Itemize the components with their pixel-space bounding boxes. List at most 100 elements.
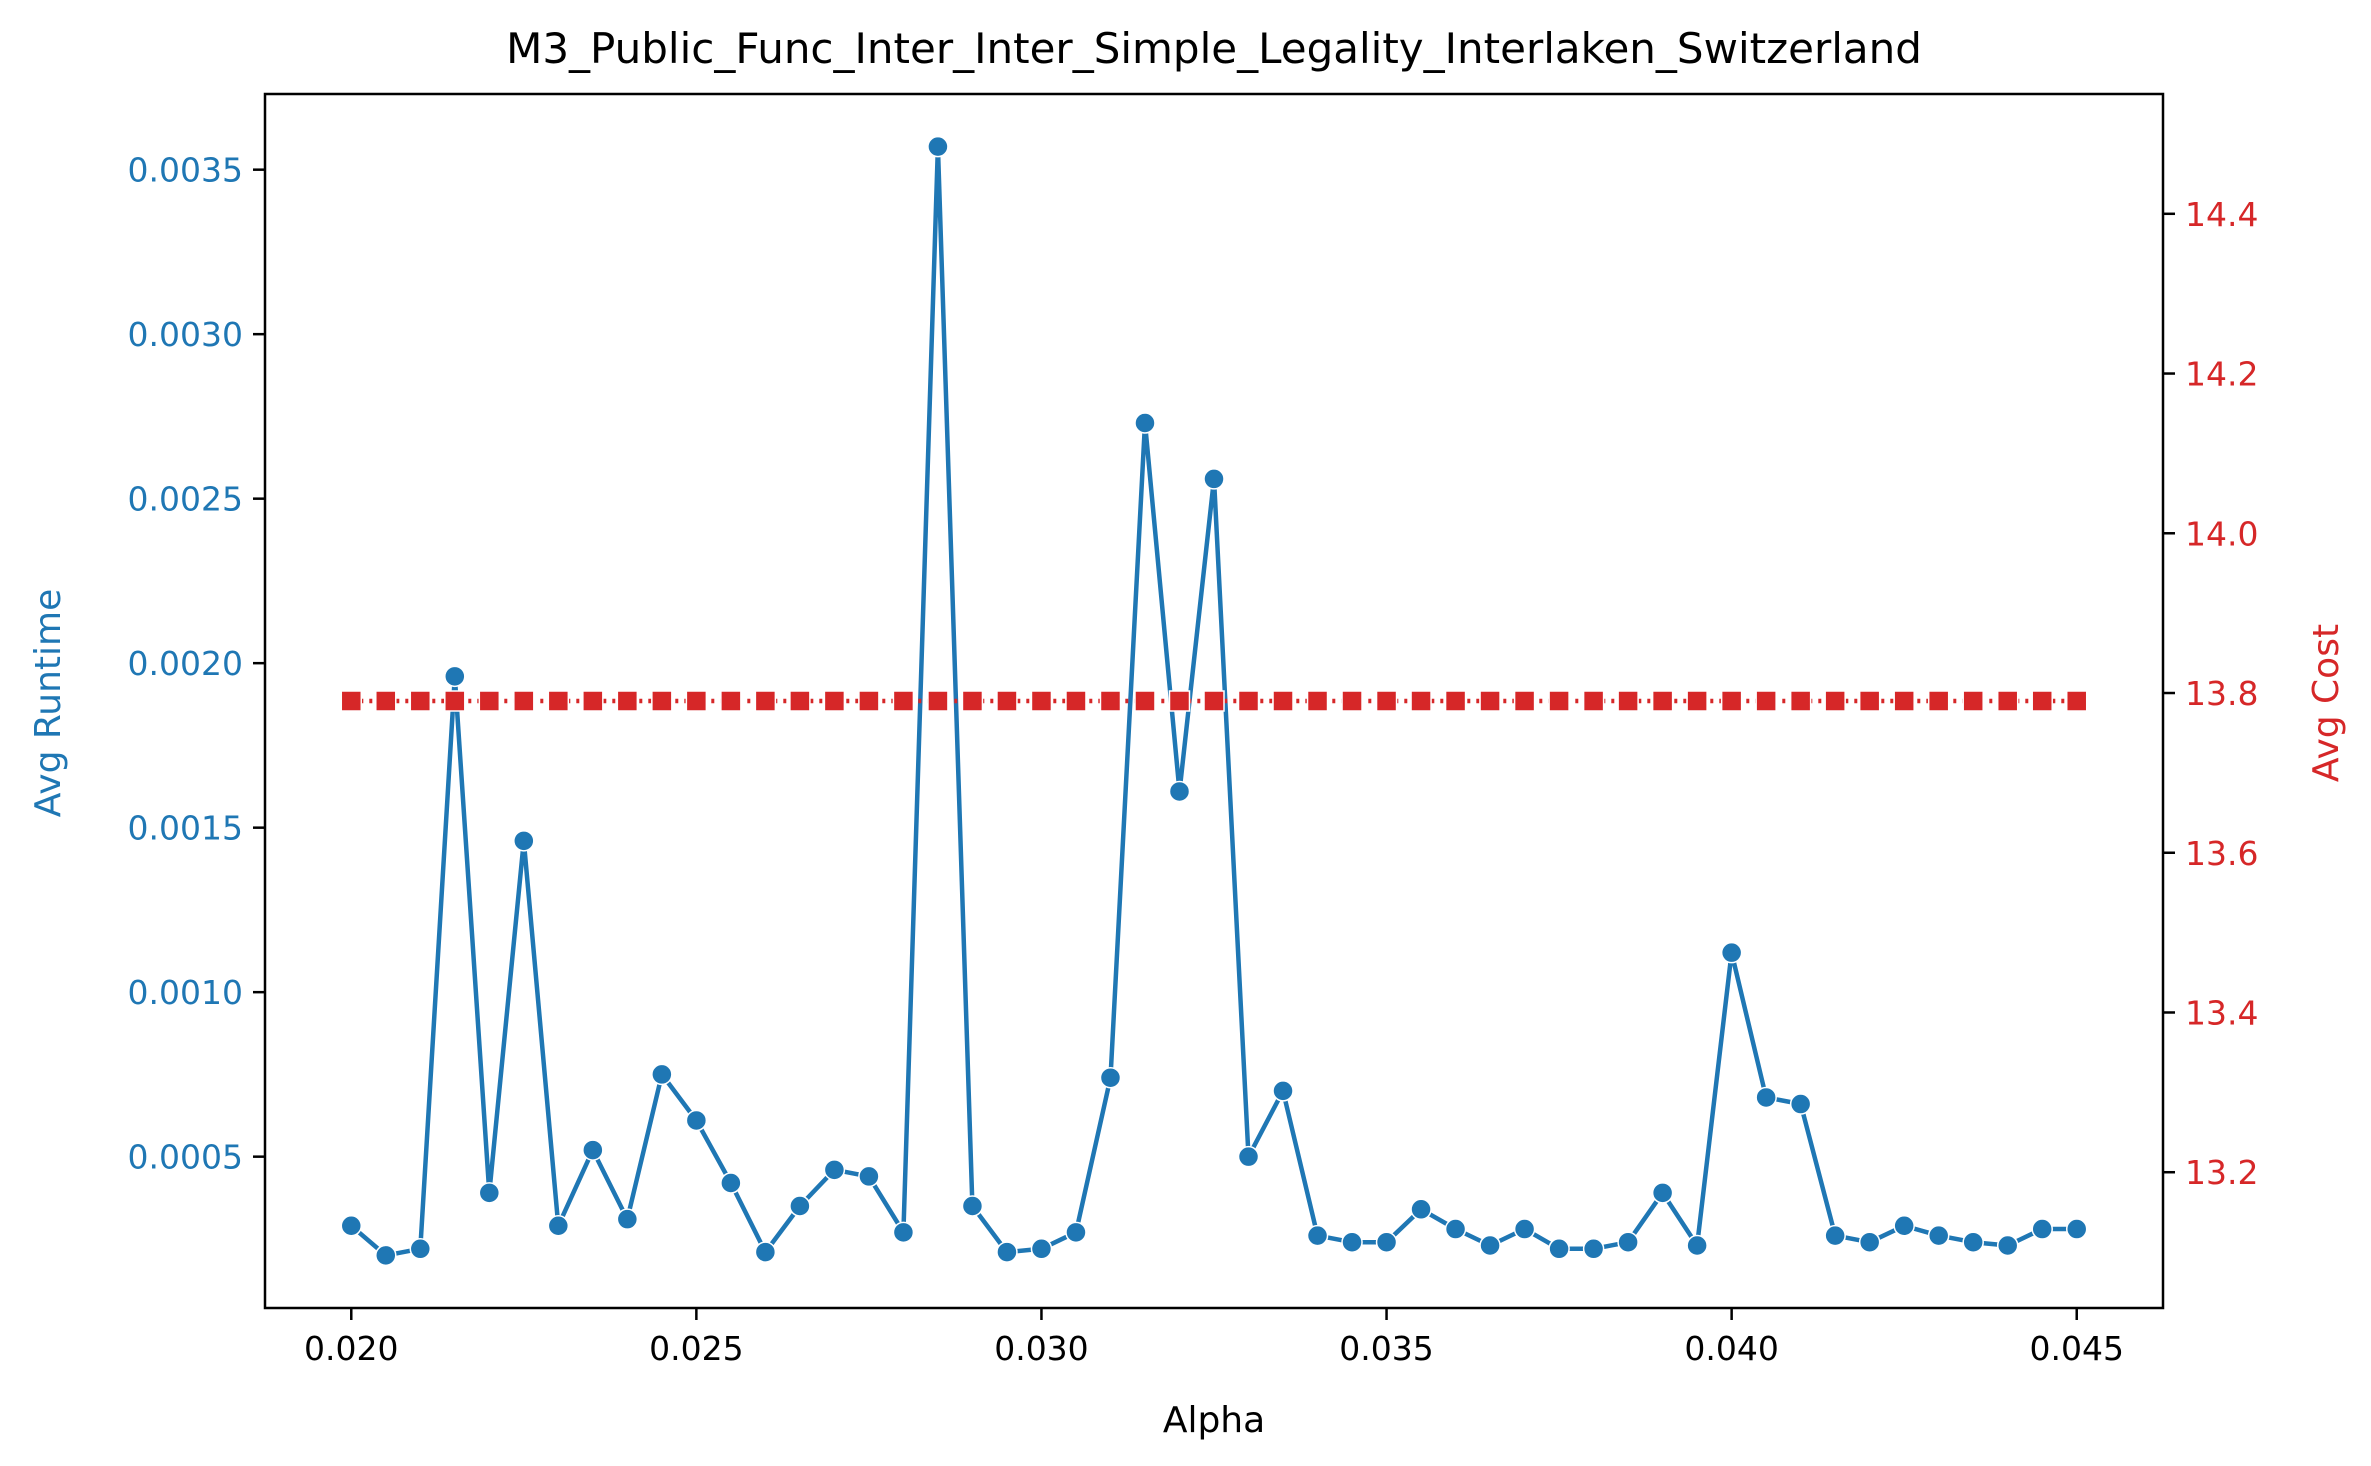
cost-point (409, 690, 432, 712)
right-y-tick-label: 13.8 (2185, 674, 2258, 713)
runtime-point (1444, 1218, 1467, 1240)
x-axis-label: Alpha (1163, 1400, 1265, 1441)
runtime-point (340, 1215, 363, 1237)
runtime-point (513, 830, 535, 852)
runtime-series (340, 135, 2088, 1267)
cost-point (1375, 690, 1398, 712)
right-y-tick-label: 13.6 (2185, 834, 2258, 873)
runtime-point (1686, 1234, 1708, 1257)
runtime-point (1548, 1238, 1570, 1260)
runtime-point (754, 1241, 777, 1263)
cost-point (1513, 690, 1536, 712)
runtime-point (1030, 1238, 1053, 1260)
runtime-point (685, 1109, 708, 1132)
cost-point (823, 690, 846, 712)
cost-point (478, 690, 501, 712)
chart-title: M3_Public_Func_Inter_Inter_Simple_Legali… (506, 24, 1922, 73)
cost-point (1134, 690, 1156, 712)
x-tick-label: 0.045 (2029, 1329, 2123, 1368)
runtime-point (2031, 1218, 2053, 1240)
x-tick-label: 0.020 (304, 1329, 398, 1368)
cost-point (1755, 690, 1777, 712)
cost-point (1341, 690, 1363, 712)
runtime-point (409, 1238, 432, 1260)
axes: 0.020 0.025 0.030 0.035 0.040 0.045 0.0005 0.00… (128, 92, 2258, 1368)
runtime-point (1168, 780, 1191, 803)
cost-point (1789, 690, 1812, 712)
runtime-point (1272, 1080, 1294, 1102)
cost-point (1030, 690, 1053, 712)
cost-point (1306, 690, 1329, 712)
cost-point (1272, 690, 1294, 712)
runtime-point (927, 135, 949, 158)
cost-point (340, 690, 363, 712)
left-y-axis-label: Avg Runtime (28, 589, 69, 817)
runtime-point (1755, 1086, 1777, 1109)
runtime-point (444, 665, 466, 688)
cost-point (1168, 690, 1191, 712)
right-y-tick-label: 14.0 (2185, 514, 2258, 553)
cost-point (1651, 690, 1674, 712)
runtime-point (1720, 941, 1743, 964)
cost-point (720, 690, 742, 712)
runtime-point (1134, 412, 1156, 434)
runtime-point (1789, 1093, 1812, 1115)
cost-point (1237, 690, 1260, 712)
cost-point (513, 690, 535, 712)
cost-point (858, 690, 880, 712)
cost-point (1824, 690, 1846, 712)
right-y-tick-label: 14.4 (2185, 195, 2258, 234)
cost-point (2031, 690, 2053, 712)
cost-point (375, 690, 397, 712)
runtime-point (1341, 1231, 1363, 1253)
axes-frame (263, 92, 2165, 1310)
right-y-tick-label: 13.2 (2185, 1153, 2258, 1192)
runtime-point (1927, 1224, 1950, 1247)
cost-point (685, 690, 708, 712)
x-tick-label: 0.035 (1339, 1329, 1433, 1368)
left-y-tick-label: 0.0030 (128, 315, 243, 354)
runtime-point (1203, 468, 1225, 490)
runtime-point (1962, 1231, 1984, 1253)
cost-point (1893, 690, 1915, 712)
left-y-tick-label: 0.0035 (128, 151, 243, 190)
cost-point (996, 690, 1018, 712)
x-tick-label: 0.025 (649, 1329, 743, 1368)
runtime-point (1996, 1234, 2019, 1257)
runtime-point (1824, 1224, 1846, 1247)
runtime-point (1858, 1231, 1881, 1253)
right-y-axis-label: Avg Cost (2306, 624, 2347, 782)
runtime-point (1099, 1066, 1122, 1089)
cost-point (754, 690, 777, 712)
runtime-point (789, 1195, 811, 1217)
cost-point (1582, 690, 1605, 712)
runtime-point (651, 1063, 673, 1086)
cost-point (1099, 690, 1122, 712)
runtime-point (1375, 1231, 1398, 1253)
x-tick-label: 0.030 (994, 1329, 1088, 1368)
runtime-point (1237, 1145, 1260, 1168)
left-y-tick-label: 0.0025 (128, 480, 243, 519)
cost-point (1962, 690, 1984, 712)
cost-series (340, 690, 2088, 712)
runtime-point (1410, 1198, 1432, 1221)
cost-point (616, 690, 639, 712)
cost-point (789, 690, 811, 712)
cost-point (1858, 690, 1881, 712)
right-y-tick-label: 14.2 (2185, 355, 2258, 394)
runtime-point (582, 1139, 604, 1161)
x-tick-label: 0.040 (1684, 1329, 1778, 1368)
runtime-point (720, 1172, 742, 1194)
cost-point (927, 690, 949, 712)
runtime-point (1513, 1218, 1536, 1240)
cost-point (582, 690, 604, 712)
cost-point (1203, 690, 1225, 712)
cost-point (1410, 690, 1432, 712)
runtime-point (1582, 1238, 1605, 1260)
cost-point (961, 690, 984, 712)
left-y-tick-label: 0.0005 (128, 1138, 243, 1177)
cost-point (1720, 690, 1743, 712)
runtime-point (1065, 1221, 1087, 1244)
cost-point (1996, 690, 2019, 712)
runtime-point (1479, 1234, 1501, 1257)
